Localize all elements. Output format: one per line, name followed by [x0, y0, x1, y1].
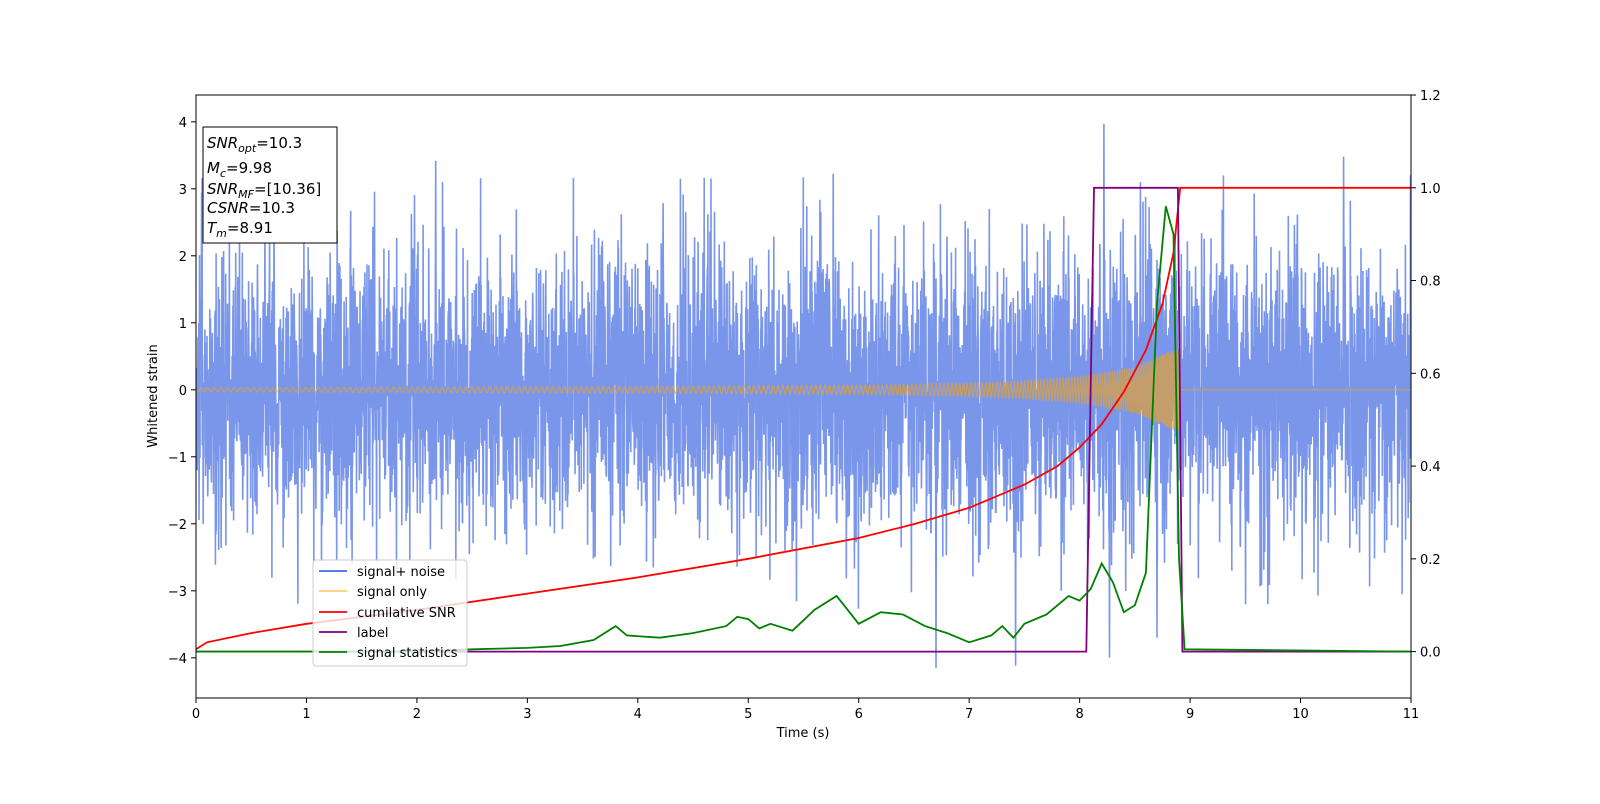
info-csnr: CSNR=10.3 [207, 199, 295, 217]
y-axis-right: 0.0 0.2 0.4 0.6 0.8 1.0 1.2 [1411, 89, 1441, 661]
x-tick-label: 7 [965, 707, 973, 722]
series-signal-statistics [196, 206, 1411, 653]
y-axis-left: −4 −3 −2 −1 0 1 2 3 4 [168, 116, 196, 667]
y-tick-label: 1 [179, 317, 187, 332]
x-tick-label: 2 [413, 707, 421, 722]
legend-item-label: label [319, 626, 388, 641]
y-tick-label: −3 [168, 585, 187, 600]
y-tick-label: −4 [168, 652, 187, 667]
y-tick-label: 0 [179, 384, 187, 399]
series-signal-noise [196, 123, 1411, 668]
legend-item-signal-noise: signal+ noise [319, 565, 445, 580]
info-snr-opt: SNRopt=10.3 [207, 134, 302, 155]
y-tick-label: 3 [179, 183, 187, 198]
x-tick-label: 5 [744, 707, 752, 722]
legend-label: signal statistics [357, 646, 458, 661]
y2-tick-label: 1.2 [1420, 89, 1441, 104]
info-snr-mf: SNRMF=[10.36] [207, 180, 321, 201]
x-tick-label: 3 [523, 707, 531, 722]
legend-label: cumilative SNR [357, 606, 456, 621]
x-tick-label: 0 [192, 707, 200, 722]
x-axis-label: Time (s) [776, 726, 830, 741]
legend-item-cumulative-snr: cumilative SNR [319, 606, 456, 621]
series-label [196, 186, 1411, 653]
y2-tick-label: 0.2 [1420, 553, 1441, 568]
legend-label: signal only [357, 585, 427, 600]
series-signal-only [196, 349, 1411, 431]
legend-label: label [357, 626, 388, 641]
y-tick-label: 2 [179, 250, 187, 265]
y2-tick-label: 0.4 [1420, 460, 1441, 475]
legend-item-signal-only: signal only [319, 585, 427, 600]
y2-tick-label: 0.0 [1420, 646, 1441, 661]
x-tick-label: 1 [302, 707, 310, 722]
y2-tick-label: 1.0 [1420, 182, 1441, 197]
x-tick-label: 10 [1292, 707, 1309, 722]
y-tick-label: −2 [168, 518, 187, 533]
legend-item-signal-statistics: signal statistics [319, 646, 458, 661]
y-axis-label: Whitened strain [146, 344, 161, 447]
x-tick-label: 11 [1403, 707, 1420, 722]
y2-tick-label: 0.8 [1420, 275, 1441, 290]
x-tick-label: 8 [1075, 707, 1083, 722]
info-tm: Tm=8.91 [207, 219, 273, 240]
y-tick-label: 4 [179, 116, 187, 131]
x-tick-label: 9 [1186, 707, 1194, 722]
x-tick-label: 4 [634, 707, 642, 722]
y2-tick-label: 0.6 [1420, 367, 1441, 382]
y-tick-label: −1 [168, 451, 187, 466]
x-axis: 0 1 2 3 4 5 6 7 8 9 10 11 [192, 698, 1419, 722]
legend-label: signal+ noise [357, 565, 445, 580]
plot-frame [195, 94, 1412, 699]
info-box: SNRopt=10.3 Mc=9.98 SNRMF=[10.36] CSNR=1… [202, 126, 338, 244]
x-tick-label: 6 [855, 707, 863, 722]
info-mc: Mc=9.98 [207, 159, 272, 180]
legend: signal+ noise signal only cumilative SNR… [312, 559, 468, 667]
